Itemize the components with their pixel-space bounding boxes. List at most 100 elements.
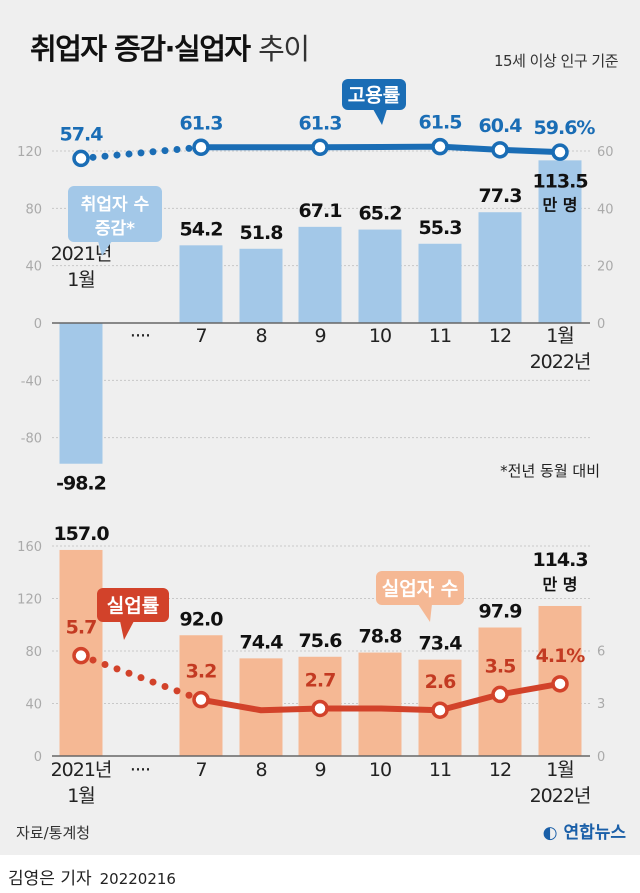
left-tick-label: 0 bbox=[34, 750, 42, 765]
rate-value-label: 59.6% bbox=[534, 117, 596, 139]
bar-value-label: 97.9 bbox=[479, 601, 522, 623]
category-label: 7 bbox=[195, 759, 206, 781]
rate-marker bbox=[431, 701, 449, 719]
employment-rate-callout-tail bbox=[373, 109, 387, 125]
category-label: 2021년 bbox=[51, 759, 112, 781]
category-label: 12 bbox=[489, 325, 511, 347]
rate-value-label: 5.7 bbox=[66, 617, 97, 639]
unemployment-rate-callout-box bbox=[97, 588, 169, 622]
right-tick-label: 0 bbox=[597, 750, 605, 765]
employment-rate-callout-box bbox=[342, 79, 406, 110]
unemployed-count-callout-tail bbox=[418, 604, 432, 622]
rate-marker bbox=[431, 137, 449, 156]
line-dot-segment bbox=[149, 678, 157, 686]
page-title: 취업자 증감·실업자 추이 bbox=[30, 26, 310, 68]
rate-marker bbox=[192, 690, 210, 709]
line-dot-segment bbox=[185, 691, 193, 699]
yonhap-logo: ◐ 연합뉴스 bbox=[543, 818, 626, 843]
bar bbox=[358, 229, 402, 323]
employment-rate-callout-text: 고용률 bbox=[348, 85, 400, 107]
line-dot-segment bbox=[149, 148, 157, 156]
category-label: 2021년 bbox=[51, 243, 112, 265]
logo-icon: ◐ bbox=[542, 823, 558, 843]
category-label: ···· bbox=[130, 325, 150, 347]
right-tick-label: 6 bbox=[597, 644, 605, 659]
bar-value-label: 54.2 bbox=[180, 218, 223, 240]
left-tick-label: 0 bbox=[34, 317, 42, 332]
bar bbox=[538, 160, 582, 323]
base-note: 15세 이상 인구 기준 bbox=[494, 52, 619, 70]
bar-value-label: 75.6 bbox=[299, 630, 343, 652]
unemployment-rate-callout-tail bbox=[120, 621, 134, 640]
rate-value-label: 3.2 bbox=[186, 661, 217, 683]
employed-change-callout-tail bbox=[98, 241, 112, 256]
bar-value-label: 51.8 bbox=[240, 222, 284, 244]
rate-value-label: 61.3 bbox=[180, 112, 223, 134]
line-dot-segment bbox=[125, 150, 133, 158]
unemployed-count-callout-box bbox=[376, 571, 464, 605]
category-label: 9 bbox=[314, 325, 325, 347]
left-tick-label: 120 bbox=[17, 593, 42, 608]
bar bbox=[418, 243, 462, 323]
left-tick-label: 40 bbox=[25, 698, 42, 713]
right-tick-label: 60 bbox=[597, 145, 614, 160]
category-label: ···· bbox=[130, 759, 150, 781]
line-dot-segment bbox=[185, 144, 193, 152]
rate-marker bbox=[192, 138, 210, 157]
category-label: 8 bbox=[255, 759, 266, 781]
rate-marker bbox=[491, 141, 509, 159]
line-dot-segment bbox=[89, 153, 97, 161]
rate-value-label: 61.3 bbox=[299, 112, 342, 134]
category-label: 1월 bbox=[67, 269, 95, 291]
category-label: 1월 bbox=[546, 325, 574, 347]
left-tick-label: 160 bbox=[17, 540, 42, 555]
category-label: 1월 bbox=[546, 759, 574, 781]
bar bbox=[59, 323, 103, 464]
date: 20220216 bbox=[99, 870, 176, 888]
right-tick-label: 40 bbox=[597, 202, 614, 217]
category-label: 2022년 bbox=[530, 785, 591, 807]
category-label: 10 bbox=[369, 325, 391, 347]
left-tick-label: 40 bbox=[25, 260, 42, 275]
footnote: *전년 동월 대비 bbox=[500, 462, 600, 480]
line-dot-segment bbox=[113, 665, 121, 673]
rate-marker bbox=[311, 699, 329, 718]
bar bbox=[478, 212, 522, 323]
bar-value-label: 157.0 bbox=[53, 523, 109, 545]
employed-change-callout-box bbox=[68, 186, 162, 242]
left-tick-label: 120 bbox=[17, 145, 42, 160]
rate-marker bbox=[72, 646, 90, 665]
line-dot-segment bbox=[161, 147, 169, 155]
bar bbox=[298, 226, 342, 323]
line-dot-segment bbox=[89, 656, 97, 664]
right-tick-label: 3 bbox=[597, 697, 605, 712]
right-tick-label: 0 bbox=[597, 317, 605, 332]
rate-value-label: 60.4 bbox=[479, 115, 523, 137]
line-dot-segment bbox=[101, 152, 109, 160]
category-label: 7 bbox=[195, 325, 206, 347]
left-tick-label: 80 bbox=[25, 202, 42, 217]
category-label: 8 bbox=[255, 325, 266, 347]
employed-change-callout-text: 증감* bbox=[95, 219, 135, 239]
category-label: 12 bbox=[489, 759, 511, 781]
line-dot-segment bbox=[125, 669, 133, 677]
line-dot-segment bbox=[113, 151, 121, 159]
rate-value-label: 2.7 bbox=[305, 669, 336, 691]
bar-value-label: 92.0 bbox=[180, 608, 224, 630]
line-dot-segment bbox=[137, 674, 145, 682]
infographic: 취업자 증감·실업자 추이 15세 이상 인구 기준 *전년 동월 대비 자료/… bbox=[0, 0, 640, 855]
rate-value-label: 3.5 bbox=[485, 655, 516, 677]
bar-value-label: 55.3 bbox=[419, 217, 462, 239]
line-dot-segment bbox=[173, 145, 181, 153]
bar bbox=[239, 248, 283, 323]
bar-value-label: 78.8 bbox=[359, 626, 403, 648]
rate-value-label: 61.5 bbox=[419, 112, 462, 134]
rate-value-label: 2.6 bbox=[425, 671, 456, 693]
title-light: 추이 bbox=[258, 32, 310, 66]
category-label: 10 bbox=[369, 759, 391, 781]
unemployed-count-callout-text: 실업자 수 bbox=[382, 578, 459, 600]
source: 자료/통계청 bbox=[16, 824, 91, 842]
line-dot-segment bbox=[161, 682, 169, 690]
category-label: 1월 bbox=[67, 785, 95, 807]
bar bbox=[179, 245, 223, 323]
